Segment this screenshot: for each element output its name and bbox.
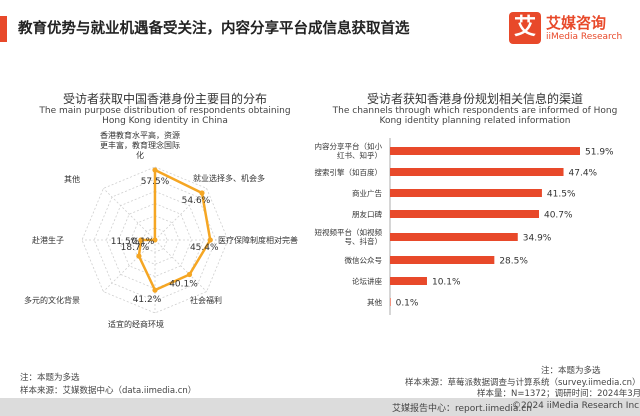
radar-value-label: 40.1% <box>169 279 198 289</box>
radar-axis-spoke <box>103 239 156 292</box>
radar-point <box>152 237 158 243</box>
right-chart-title: 受访者获知香港身份规划相关信息的渠道 <box>366 92 583 106</box>
left-source: 样本来源：艾媒数据中心（data.iimedia.cn） <box>20 386 197 396</box>
bar <box>390 256 495 264</box>
bar <box>390 298 391 306</box>
logo-text-cn: 艾媒咨询 <box>546 14 607 32</box>
left-chart-title: 受访者获取中国香港身份主要目的分布 <box>62 92 267 106</box>
radar-category-label: 多元的文化背景 <box>24 295 80 305</box>
radar-value-label: 0.1% <box>131 237 154 247</box>
right-source: 样本来源：草莓派数据调查与计算系统（survey.iimedia.cn） <box>405 378 640 388</box>
radar-point <box>207 237 213 243</box>
iimedia-logo: 艾 艾媒咨询 iiMedia Research <box>509 10 633 50</box>
bar <box>390 189 542 197</box>
radar-point <box>152 287 158 293</box>
radar-point <box>138 237 144 243</box>
footer-copyright: ©2024 iiMedia Research Inc <box>512 401 640 411</box>
radar-grid-ring <box>81 166 229 314</box>
radar-category-label: 香港教育水平高，资源更丰富，教育理念国际化 <box>100 130 180 160</box>
logo-text-en: iiMedia Research <box>546 32 623 42</box>
radar-category-label: 医疗保障制度相对完善 <box>218 235 298 245</box>
footer: 艾媒报告中心：report.iimedia.cn ©2024 iiMedia R… <box>0 398 640 416</box>
radar-category-label: 就业选择多、机会多 <box>193 173 265 183</box>
bar-value-label: 0.1% <box>396 299 419 309</box>
radar-value-label: 11.5% <box>111 237 140 247</box>
bar-category-label: 微信公众号 <box>345 255 383 265</box>
radar-axis-spoke <box>154 188 207 241</box>
header: 教育优势与就业机遇备受关注，内容分享平台成信息获取首选 艾 艾媒咨询 iiMed… <box>0 0 640 62</box>
radar-grid-ring <box>118 203 192 277</box>
logo-mark: 艾 <box>509 12 541 44</box>
bar <box>390 277 427 285</box>
bar <box>390 168 564 176</box>
bar-value-label: 10.1% <box>432 278 461 288</box>
bar <box>390 233 518 241</box>
radar-value-label: 57.5% <box>141 177 170 187</box>
bar-category-label: 朋友口碑 <box>352 209 382 219</box>
right-note: 注：本题为多选 <box>541 366 601 376</box>
radar-category-label: 社会福利 <box>190 295 222 305</box>
right-chart-subtitle: The channels through which respondents a… <box>332 106 618 126</box>
bar-category-label: 其他 <box>367 297 382 307</box>
radar-axis-spoke <box>154 239 207 292</box>
radar-value-label: 41.2% <box>133 295 162 305</box>
bar-value-label: 40.7% <box>544 211 573 221</box>
footer-report-center: 艾媒报告中心：report.iimedia.cn <box>392 404 532 414</box>
bar-value-label: 34.9% <box>523 234 552 244</box>
radar-point <box>152 167 158 173</box>
bar-category-label: 搜索引擎（如百度） <box>315 167 383 177</box>
page-title: 教育优势与就业机遇备受关注，内容分享平台成信息获取首选 <box>18 21 410 37</box>
right-sample: 样本量：N=1372；调研时间：2024年3月 <box>477 389 640 399</box>
bar-value-label: 47.4% <box>569 169 598 179</box>
left-note: 注：本题为多选 <box>20 373 80 383</box>
bar-category-label: 论坛讲座 <box>352 276 382 286</box>
bar-category-label: 短视频平台（如视频号、抖音） <box>315 227 383 246</box>
bar <box>390 210 539 218</box>
bar-value-label: 41.5% <box>547 190 576 200</box>
bar-value-label: 51.9% <box>585 148 614 158</box>
radar-point <box>199 190 205 196</box>
radar-grid-ring <box>130 215 180 265</box>
radar-point <box>186 271 193 278</box>
radar-value-label: 18.7% <box>121 243 150 253</box>
radar-value-label: 45.4% <box>190 243 219 253</box>
radar-category-label: 其他 <box>64 174 80 184</box>
left-chart-subtitle: The main purpose distribution of respond… <box>39 106 291 126</box>
bar-category-label: 内容分享平台（如小红书、知乎） <box>315 141 383 160</box>
radar-category-label: 赴港生子 <box>32 235 64 245</box>
bar-category-label: 商业广告 <box>352 188 382 198</box>
radar-value-label: 54.6% <box>182 196 211 206</box>
radar-category-label: 适宜的经商环境 <box>108 319 164 329</box>
title-accent-bar <box>0 16 7 42</box>
bar <box>390 147 580 155</box>
radar-point <box>136 253 142 259</box>
radar-axis-spoke <box>103 188 156 241</box>
bar-value-label: 28.5% <box>499 257 528 267</box>
